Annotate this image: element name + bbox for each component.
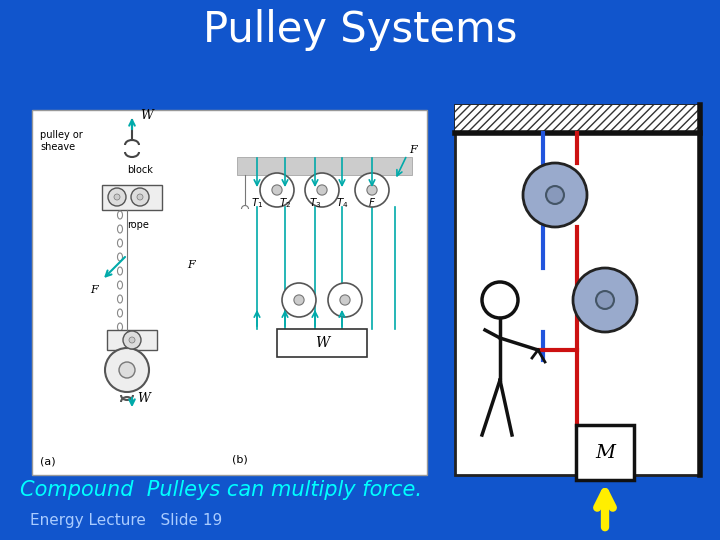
- Text: $T_3$: $T_3$: [309, 196, 321, 210]
- Circle shape: [305, 173, 339, 207]
- Circle shape: [482, 282, 518, 318]
- Circle shape: [137, 194, 143, 200]
- Circle shape: [105, 348, 149, 392]
- Text: M: M: [595, 443, 615, 462]
- Text: (b): (b): [232, 455, 248, 465]
- Circle shape: [294, 295, 304, 305]
- Bar: [576, 425, 634, 480]
- Circle shape: [367, 185, 377, 195]
- Bar: [455, 105, 700, 475]
- Text: (a): (a): [40, 457, 55, 467]
- Text: pulley or: pulley or: [40, 130, 83, 140]
- Circle shape: [355, 173, 389, 207]
- Text: Compound  Pulleys can multiply force.: Compound Pulleys can multiply force.: [20, 480, 422, 500]
- Text: W: W: [137, 392, 150, 405]
- Text: $F$: $F$: [368, 196, 376, 208]
- Text: rope: rope: [127, 220, 149, 230]
- Text: F: F: [187, 260, 194, 270]
- Text: block: block: [127, 165, 153, 175]
- Circle shape: [123, 331, 141, 349]
- Text: $T_4$: $T_4$: [336, 196, 348, 210]
- Circle shape: [129, 337, 135, 343]
- Circle shape: [317, 185, 327, 195]
- Circle shape: [272, 185, 282, 195]
- Text: sheave: sheave: [40, 142, 75, 152]
- Text: $T_2$: $T_2$: [279, 196, 291, 210]
- Circle shape: [596, 291, 614, 309]
- Circle shape: [108, 188, 126, 206]
- Circle shape: [260, 173, 294, 207]
- Text: W: W: [315, 336, 329, 350]
- Circle shape: [114, 194, 120, 200]
- Circle shape: [282, 283, 316, 317]
- Circle shape: [523, 163, 587, 227]
- Bar: [32, 110, 427, 475]
- Text: F: F: [90, 285, 98, 295]
- Bar: [237, 157, 412, 175]
- Circle shape: [573, 268, 637, 332]
- Text: Energy Lecture   Slide 19: Energy Lecture Slide 19: [30, 513, 222, 528]
- Bar: [107, 330, 157, 350]
- Circle shape: [119, 362, 135, 378]
- Text: W: W: [140, 109, 153, 122]
- Bar: [102, 185, 162, 210]
- Bar: [455, 105, 700, 133]
- Circle shape: [546, 186, 564, 204]
- Circle shape: [340, 295, 350, 305]
- Circle shape: [131, 188, 149, 206]
- Circle shape: [328, 283, 362, 317]
- Text: Pulley Systems: Pulley Systems: [203, 9, 517, 51]
- Bar: [277, 329, 367, 357]
- Text: F: F: [409, 145, 417, 155]
- Text: $T_1$: $T_1$: [251, 196, 264, 210]
